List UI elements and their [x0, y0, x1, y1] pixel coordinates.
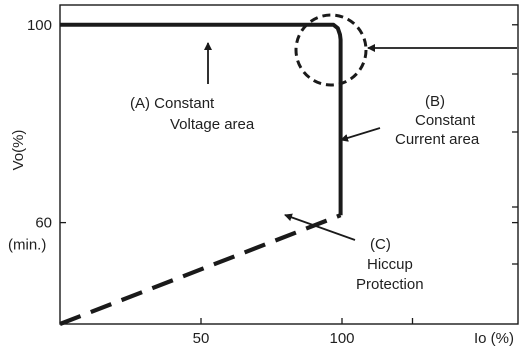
annotation-c-line-1: (C) [370, 236, 391, 253]
plot-frame [59, 4, 519, 325]
x-tick-label-0: 50 [193, 330, 210, 347]
annotation-a: (A) Constant Voltage area [130, 95, 255, 133]
transition-highlight-circle [294, 13, 368, 87]
x-tick-label-2: Io (%) [474, 330, 514, 347]
annotation-a-line-1: (A) Constant [130, 95, 215, 112]
arrow-to-constant-current-line [340, 127, 381, 142]
annotation-c-line-3: Protection [356, 276, 424, 293]
y-axis-label: Vo(%) [10, 130, 27, 171]
y-tick-label-1: 60 [35, 215, 52, 232]
y-tick-label-0: 100 [27, 17, 52, 34]
series-line-dashed [59, 213, 342, 326]
annotation-b-line-2: Constant [415, 112, 476, 129]
series-line-solid [60, 22, 343, 216]
annotation-c: (C) Hiccup Protection [356, 236, 424, 293]
annotation-a-line-2: Voltage area [170, 116, 255, 133]
annotation-b-line-3: Current area [395, 131, 480, 148]
y-tick-sublabel-1: (min.) [8, 237, 46, 254]
annotation-b: (B) Constant Current area [395, 93, 480, 148]
x-tick-label-1: 100 [329, 330, 354, 347]
annotation-b-line-1: (B) [425, 93, 445, 110]
annotation-arrows [204, 42, 517, 241]
arrow-to-hiccup-line [284, 213, 356, 241]
annotation-c-line-2: Hiccup [367, 256, 413, 273]
ticks-layer: 50 100 Io (%) 100 60 (min.) [8, 17, 518, 347]
series-layer [59, 22, 343, 326]
